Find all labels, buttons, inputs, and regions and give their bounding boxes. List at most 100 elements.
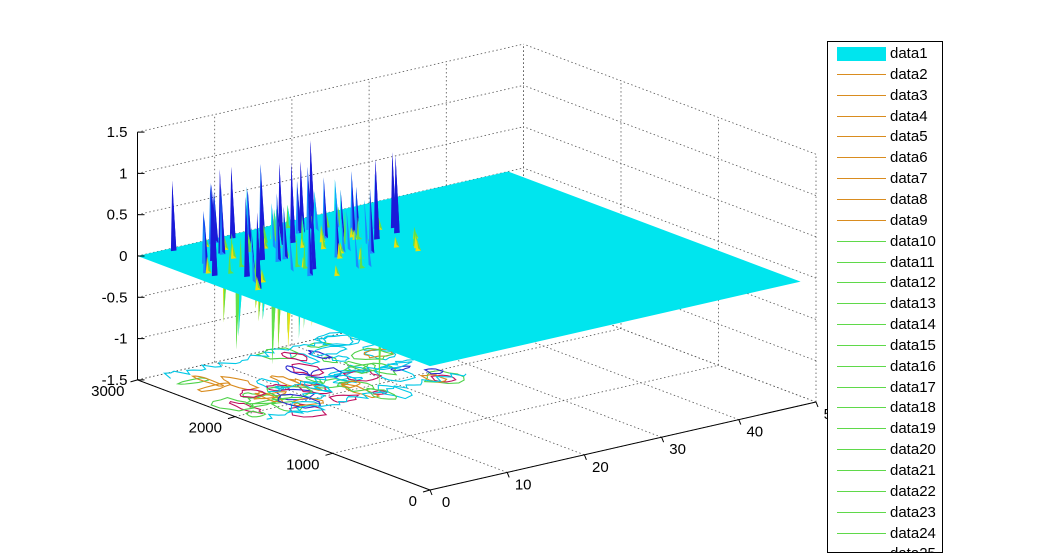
surface-spike	[204, 217, 209, 273]
legend-label: data17	[890, 378, 936, 396]
surface-spike	[346, 209, 351, 252]
contour-line	[228, 400, 264, 415]
y-tick-label: 2000	[189, 420, 222, 437]
contour-line	[377, 384, 413, 400]
surface-spike	[263, 224, 268, 243]
axis-line	[429, 401, 817, 491]
legend-entry: data19	[828, 419, 942, 439]
surface-spike	[271, 203, 276, 249]
surface-spike	[370, 188, 375, 254]
contour-line	[331, 355, 351, 362]
contour-line	[332, 373, 357, 384]
legend-swatch	[837, 198, 886, 200]
legend-label: data25	[890, 545, 936, 552]
legend-swatch	[837, 115, 886, 117]
surface-spike	[229, 250, 234, 274]
contour-line	[267, 359, 414, 393]
legend-entry: data1	[828, 44, 942, 64]
contour-line	[343, 360, 371, 372]
surface-spike	[272, 293, 276, 365]
contour-line	[303, 380, 334, 393]
legend-swatch	[837, 73, 886, 75]
legend-label: data20	[890, 441, 936, 459]
legend-entry: data7	[828, 169, 942, 189]
tick-mark	[227, 416, 236, 420]
legend-label: data4	[890, 107, 928, 125]
contour-line	[373, 366, 416, 382]
contour-line	[190, 375, 225, 387]
surface-spike	[414, 226, 419, 246]
gridline	[523, 126, 817, 238]
surface-spike	[312, 197, 317, 269]
z-tick-label: 1.5	[107, 124, 128, 141]
surface-spike	[292, 219, 298, 242]
legend-label: data8	[890, 190, 928, 208]
surface-spike	[245, 196, 250, 277]
contour-line	[175, 377, 210, 385]
surface-spike	[172, 180, 177, 251]
legend-entry: data22	[828, 482, 942, 502]
surface-spike	[285, 242, 290, 258]
surface-spike	[365, 218, 370, 241]
contour-line	[342, 369, 383, 382]
surface-spike	[340, 189, 345, 241]
legend-swatch	[837, 365, 886, 367]
legend-label: data7	[890, 170, 928, 188]
legend-entry: data13	[828, 294, 942, 314]
legend-entry: data18	[828, 398, 942, 418]
surface-spike	[260, 179, 265, 260]
legend-label: data9	[890, 211, 928, 229]
legend-entry: data12	[828, 273, 942, 293]
surface-spike	[224, 236, 229, 250]
contour-projection	[162, 331, 467, 420]
gridline	[214, 361, 508, 473]
tick-mark	[583, 454, 587, 460]
legend-swatch	[837, 282, 886, 284]
surface-spike	[207, 256, 212, 274]
legend-swatch	[837, 428, 886, 430]
y-tick-label: 3000	[91, 383, 124, 400]
contour-line	[340, 383, 381, 399]
z-tick-label: 0	[119, 248, 127, 265]
legend-swatch	[837, 344, 886, 346]
surface-spike	[357, 217, 363, 240]
surface-spike	[340, 242, 345, 254]
surface-spike	[367, 231, 372, 268]
tick-mark	[130, 379, 138, 383]
contour-line	[423, 368, 444, 375]
legend-swatch	[837, 47, 886, 61]
tick-mark	[422, 489, 431, 493]
legend: data1 data2 data3 data4 data5 data6 data7 data8…	[827, 41, 943, 553]
legend-label: data16	[890, 357, 936, 375]
x-tick-label: 30	[669, 441, 686, 458]
legend-entry: data8	[828, 190, 942, 210]
legend-entry: data9	[828, 211, 942, 231]
legend-swatch	[837, 94, 886, 96]
x-tick-label: 0	[442, 494, 450, 511]
z-tick-label: -1.5	[102, 372, 128, 389]
tick-mark	[815, 401, 819, 408]
legend-entry: data24	[828, 524, 942, 544]
legend-label: data22	[890, 482, 936, 500]
legend-swatch	[837, 324, 886, 326]
axis-line	[137, 379, 431, 491]
gridline	[523, 85, 817, 196]
surface-spike	[247, 190, 253, 250]
surface-spike	[301, 215, 307, 247]
surface-spike	[356, 186, 361, 239]
contour-line	[340, 380, 361, 389]
surface-spike	[274, 209, 279, 236]
gridline	[332, 364, 719, 454]
legend-label: data12	[890, 274, 936, 292]
legend-entry: data4	[828, 107, 942, 127]
z-tick-label: -1	[114, 331, 127, 348]
surface-spike	[395, 155, 400, 233]
legend-swatch	[837, 532, 886, 534]
surface-spike	[279, 163, 284, 245]
contour-line	[196, 382, 232, 393]
y-tick-label: 1000	[286, 456, 319, 473]
contour-line	[219, 375, 260, 391]
contour-line	[430, 374, 457, 383]
contour-line	[418, 374, 448, 383]
surface-spike	[296, 235, 301, 267]
